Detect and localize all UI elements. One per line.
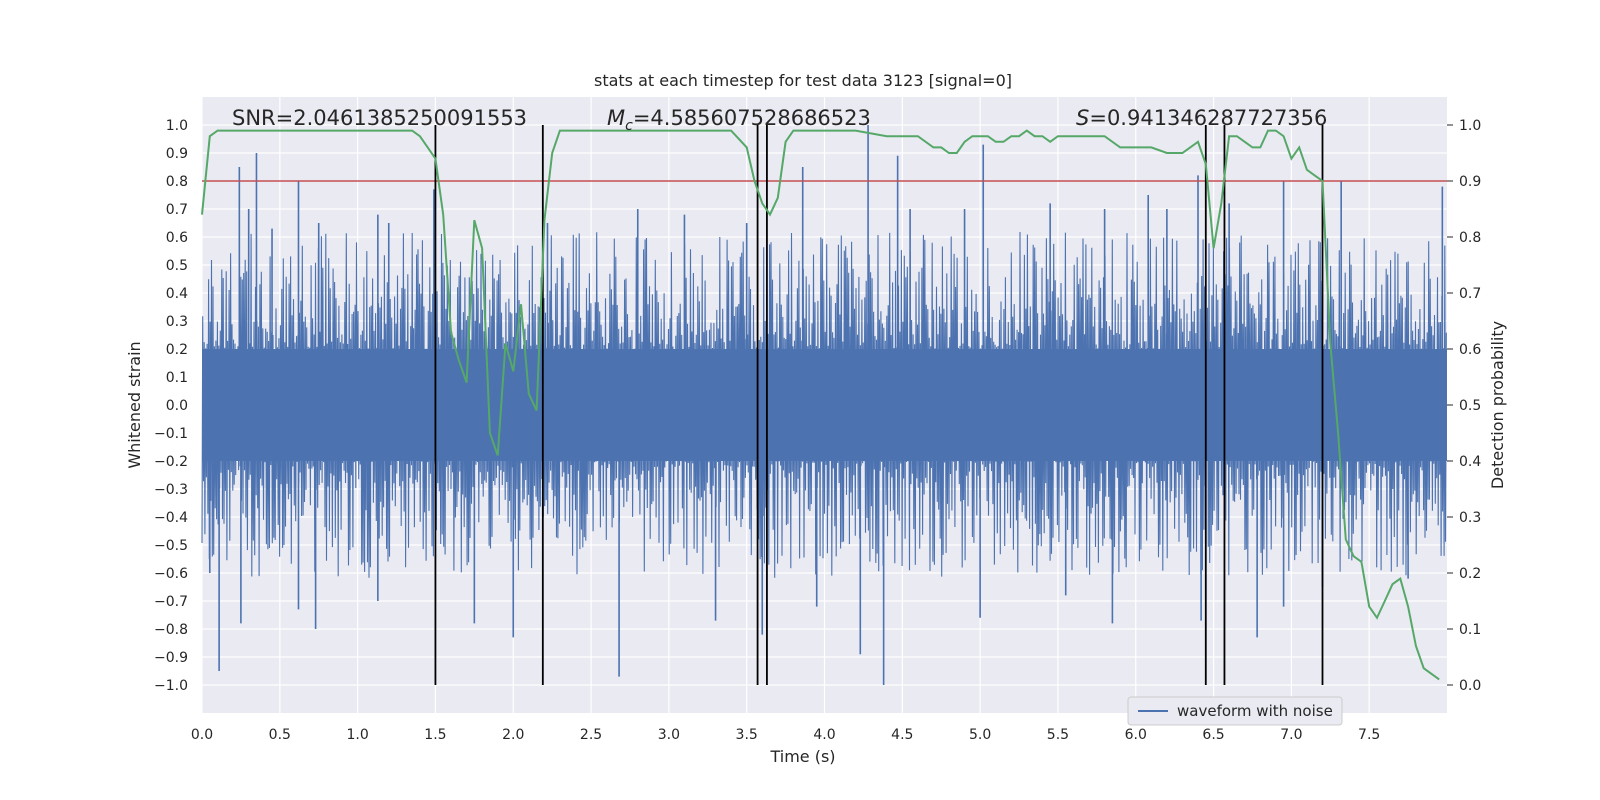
mc-prefix: M — [607, 106, 625, 130]
y-tick-label-left: −0.7 — [154, 594, 188, 610]
probability-series — [201, 129, 1440, 681]
x-tick-label: 7.5 — [1358, 727, 1380, 743]
y-tick-label-right: 0.6 — [1459, 342, 1481, 358]
x-ticks: 0.0 0.5 1.0 1.5 2.0 2.5 3.0 3.5 4.0 4.5 5.0 5.5 6.0 6… — [191, 727, 1380, 743]
y-tick-label-left: −0.3 — [154, 482, 188, 498]
y-tick-label-right: 1.0 — [1459, 118, 1481, 134]
y-tick-label-right: 0.0 — [1459, 678, 1481, 694]
x-tick-label: 0.5 — [269, 727, 291, 743]
y-tick-label-left: −1.0 — [154, 678, 188, 694]
y-tick-label-left: 0.5 — [166, 258, 188, 274]
y-tick-label-left: −0.1 — [154, 426, 188, 442]
x-tick-label: 6.5 — [1202, 727, 1224, 743]
y-tick-label-right: 0.2 — [1459, 566, 1481, 582]
y-tick-label-right: 0.4 — [1459, 454, 1481, 470]
y-tick-label-left: −0.2 — [154, 454, 188, 470]
y-tick-label-left: −0.4 — [154, 510, 188, 526]
x-tick-label: 5.0 — [969, 727, 991, 743]
s-prefix: S — [1076, 106, 1089, 130]
y-tick-label-left: 0.0 — [166, 398, 188, 414]
x-tick-label: 3.0 — [658, 727, 680, 743]
y-tick-label-right: 0.3 — [1459, 510, 1481, 526]
x-tick-label: 2.5 — [580, 727, 602, 743]
chart-title: stats at each timestep for test data 312… — [594, 71, 1012, 90]
x-tick-label: 4.5 — [891, 727, 913, 743]
x-tick-label: 6.0 — [1125, 727, 1147, 743]
mc-annotation: Mc=4.585607528686523 — [607, 106, 871, 134]
y-tick-label-right: 0.1 — [1459, 622, 1481, 638]
y-tick-label-left: −0.9 — [154, 650, 188, 666]
y-tick-label-left: 0.3 — [166, 314, 188, 330]
y-ticks-left: 1.0 0.9 0.8 0.7 0.6 0.5 0.4 0.3 0.2 0.1 0.0 −0.1 −0.… — [154, 118, 188, 694]
mc-subscript: c — [625, 118, 633, 134]
y-axis-label-right: Detection probability — [1488, 321, 1507, 489]
vertical-markers — [434, 125, 1324, 685]
y-ticks-right: 1.0 0.9 0.8 0.7 0.6 0.5 0.4 0.3 0.2 0.1 0.0 — [1447, 118, 1481, 694]
y-tick-label-left: 0.1 — [166, 370, 188, 386]
s-value: =0.941346287727356 — [1089, 106, 1327, 130]
y-tick-label-left: 0.7 — [166, 202, 188, 218]
y-tick-label-left: 0.2 — [166, 342, 188, 358]
y-tick-label-right: 0.7 — [1459, 286, 1481, 302]
y-tick-label-left: 0.4 — [166, 286, 188, 302]
s-annotation: S=0.941346287727356 — [1076, 106, 1327, 130]
y-tick-label-right: 0.9 — [1459, 174, 1481, 190]
mc-value: =4.585607528686523 — [633, 106, 871, 130]
y-tick-label-right: 0.5 — [1459, 398, 1481, 414]
x-tick-label: 1.0 — [346, 727, 368, 743]
y-axis-label-left: Whitened strain — [125, 341, 144, 468]
y-tick-label-left: −0.6 — [154, 566, 188, 582]
y-tick-label-left: 0.6 — [166, 230, 188, 246]
y-tick-label-left: −0.5 — [154, 538, 188, 554]
y-tick-label-left: 0.8 — [166, 174, 188, 190]
x-tick-label: 4.0 — [813, 727, 835, 743]
y-tick-label-left: 1.0 — [166, 118, 188, 134]
x-tick-label: 2.0 — [502, 727, 524, 743]
legend-entry: waveform with noise — [1177, 702, 1333, 720]
x-tick-label: 3.5 — [736, 727, 758, 743]
legend-box — [1127, 696, 1343, 726]
y-tick-label-left: −0.8 — [154, 622, 188, 638]
waveform-core-band — [202, 349, 1447, 461]
x-axis-label: Time (s) — [769, 747, 835, 766]
probability-line — [201, 129, 1440, 681]
x-tick-label: 1.5 — [424, 727, 446, 743]
y-tick-label-right: 0.8 — [1459, 230, 1481, 246]
x-tick-label: 5.5 — [1047, 727, 1069, 743]
x-tick-label: 7.0 — [1280, 727, 1302, 743]
waveform-series — [201, 125, 1447, 685]
snr-annotation: SNR=2.0461385250091553 — [232, 106, 527, 130]
legend: waveform with noise — [1127, 696, 1343, 726]
y-tick-label-left: 0.9 — [166, 146, 188, 162]
x-tick-label: 0.0 — [191, 727, 213, 743]
